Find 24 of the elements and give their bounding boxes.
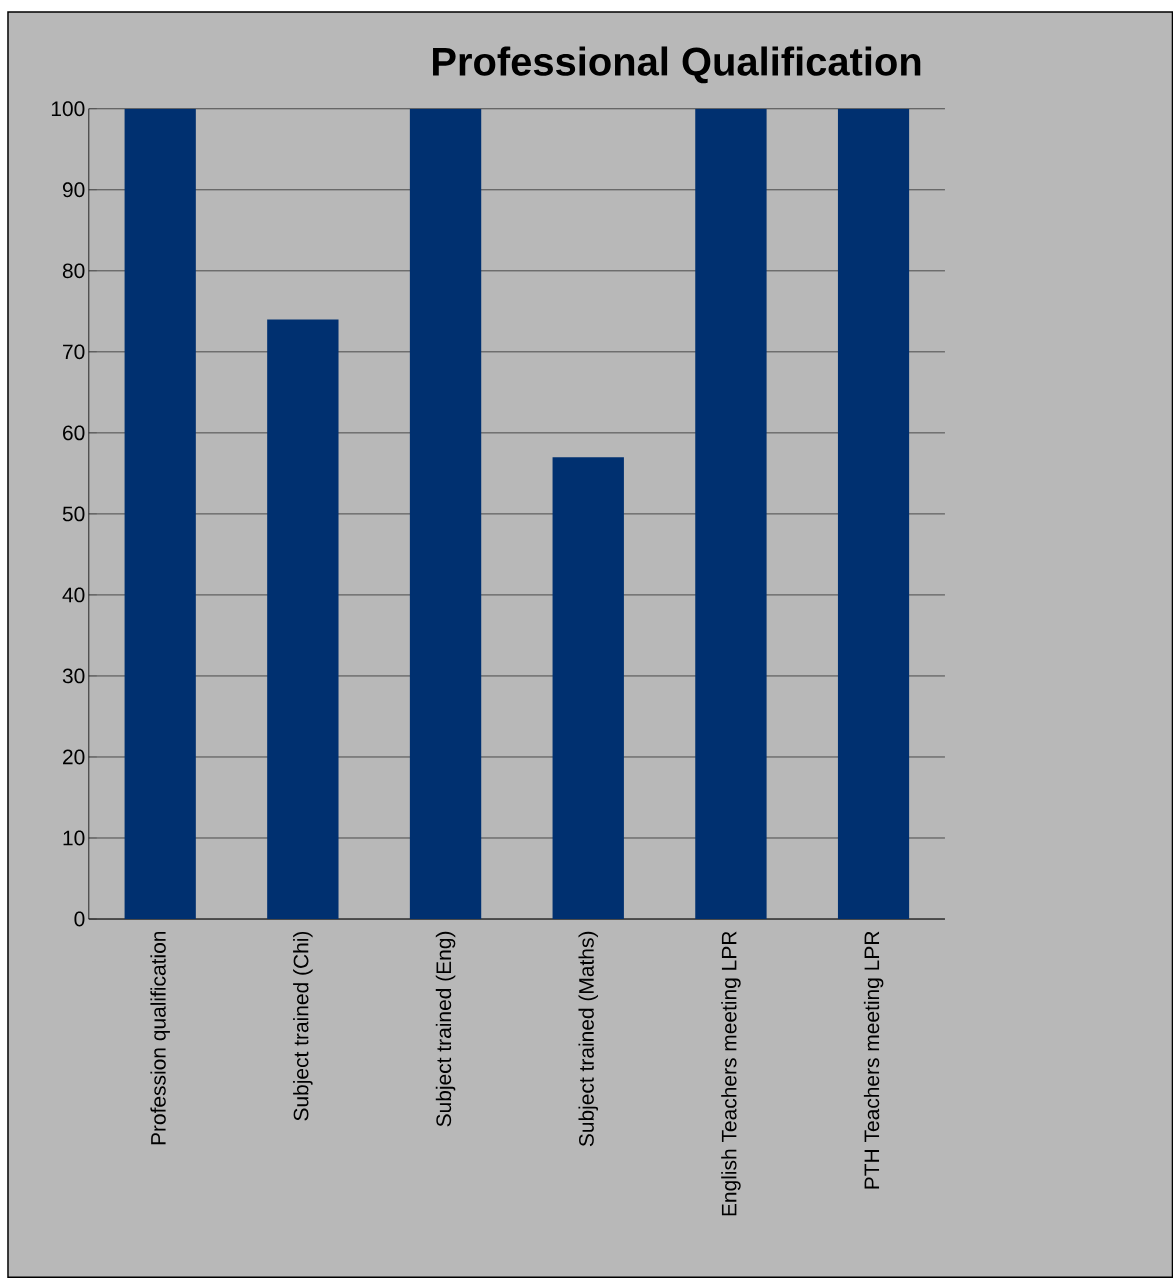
x-tick-label: Subject trained (Eng) bbox=[435, 931, 456, 1127]
y-tick-label: 50 bbox=[62, 506, 85, 522]
x-tick-label: Subject trained (Chi) bbox=[292, 931, 313, 1121]
x-tick-label: Subject trained (Maths) bbox=[578, 931, 598, 1147]
x-tick-label: Profession qualification bbox=[150, 931, 170, 1145]
x-tick-label: PTH Teachers meeting LPR bbox=[863, 931, 884, 1189]
bar bbox=[267, 319, 339, 920]
y-tick-label: 100 bbox=[51, 101, 85, 117]
bar bbox=[409, 108, 482, 920]
bar bbox=[124, 108, 196, 920]
y-tick-label: 60 bbox=[62, 425, 85, 441]
y-tick-label: 20 bbox=[62, 749, 85, 765]
bar bbox=[695, 108, 767, 920]
y-tick-label: 30 bbox=[62, 668, 85, 684]
chart-title: Professional Qualification bbox=[432, 46, 921, 84]
x-tick-label: English Teachers meeting LPR bbox=[721, 931, 741, 1216]
y-tick-label: 90 bbox=[62, 182, 85, 198]
y-tick-label: 80 bbox=[62, 263, 85, 279]
y-tick-label: 10 bbox=[63, 830, 85, 846]
y-tick-label: 70 bbox=[62, 344, 85, 360]
y-tick-label: 0 bbox=[74, 911, 85, 927]
bar bbox=[552, 457, 624, 920]
bar bbox=[837, 108, 910, 920]
y-tick-label: 40 bbox=[62, 587, 85, 603]
